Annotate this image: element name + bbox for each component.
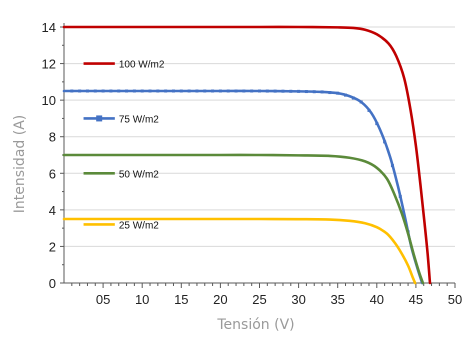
series-marker-75-w-m2 — [258, 89, 261, 93]
legend-label-100-w-m2: 100 W/m2 — [119, 60, 165, 71]
series-marker-75-w-m2 — [179, 89, 183, 93]
series-line-25-w-m2 — [62, 217, 417, 285]
legend-label-75-w-m2: 75 W/m2 — [119, 114, 159, 125]
series-marker-75-w-m2 — [226, 89, 230, 93]
y-tick-label: 4 — [49, 203, 56, 218]
series-marker-75-w-m2 — [336, 91, 340, 95]
y-tick-label: 8 — [49, 130, 56, 145]
series-marker-75-w-m2 — [375, 122, 379, 126]
series-marker-75-w-m2 — [304, 90, 308, 94]
series-marker-75-w-m2 — [398, 194, 402, 198]
series-marker-75-w-m2 — [132, 89, 136, 93]
series-line-75-w-m2 — [62, 89, 424, 285]
series-marker-75-w-m2 — [367, 108, 371, 112]
series-marker-75-w-m2 — [328, 91, 332, 95]
x-tick-label: 35 — [330, 292, 344, 307]
series-marker-75-w-m2 — [70, 89, 74, 93]
series-marker-75-w-m2 — [125, 89, 129, 93]
series-marker-75-w-m2 — [148, 89, 152, 93]
y-tick-label: 12 — [42, 57, 56, 72]
legend-label-25-w-m2: 25 W/m2 — [119, 220, 159, 231]
x-tick-label: 10 — [135, 292, 149, 307]
legend-marker-75-w-m2 — [96, 115, 103, 122]
series-marker-75-w-m2 — [234, 89, 238, 93]
series-lines — [62, 25, 432, 285]
series-marker-75-w-m2 — [351, 96, 355, 100]
y-axis-title: Intensidad (A) — [12, 115, 28, 213]
series-marker-75-w-m2 — [390, 164, 394, 168]
series-marker-75-w-m2 — [359, 100, 363, 104]
series-marker-75-w-m2 — [312, 90, 316, 94]
series-marker-75-w-m2 — [250, 89, 254, 93]
x-tick-label: 45 — [409, 292, 423, 307]
series-marker-75-w-m2 — [203, 89, 207, 93]
series-line-100-w-m2 — [62, 25, 432, 285]
x-tick-label: 25 — [252, 292, 266, 307]
series-marker-75-w-m2 — [320, 90, 324, 94]
series-marker-75-w-m2 — [242, 89, 246, 93]
series-marker-75-w-m2 — [85, 89, 89, 93]
series-line-50-w-m2 — [62, 153, 425, 285]
series-marker-75-w-m2 — [218, 89, 222, 93]
x-tick-label: 50 — [448, 292, 462, 307]
x-tick-label: 30 — [291, 292, 305, 307]
y-tick-label: 2 — [49, 239, 56, 254]
series-marker-75-w-m2 — [383, 140, 387, 144]
series-marker-75-w-m2 — [109, 89, 113, 93]
legend-label-50-w-m2: 50 W/m2 — [119, 169, 159, 180]
series-marker-75-w-m2 — [211, 89, 215, 93]
series-marker-75-w-m2 — [140, 89, 144, 93]
x-tick-label: 15 — [174, 292, 188, 307]
series-marker-75-w-m2 — [171, 89, 175, 93]
series-marker-75-w-m2 — [281, 89, 285, 93]
series-marker-75-w-m2 — [156, 89, 160, 93]
series-marker-75-w-m2 — [164, 89, 168, 93]
series-marker-75-w-m2 — [344, 93, 348, 97]
x-tick-label: 05 — [96, 292, 110, 307]
y-tick-label: 0 — [49, 276, 56, 291]
series-marker-75-w-m2 — [101, 89, 105, 93]
x-tick-label: 20 — [213, 292, 227, 307]
series-marker-75-w-m2 — [117, 89, 121, 93]
series-marker-75-w-m2 — [273, 89, 277, 93]
x-axis-title: Tensión (V) — [216, 317, 294, 333]
y-tick-label: 14 — [42, 20, 56, 35]
series-marker-75-w-m2 — [93, 89, 97, 93]
axes: 0 2 4 6 8 10 12 14 05 10 15 20 25 30 35 40 45 50 — [42, 20, 463, 307]
legend: 100 W/m2 75 W/m2 50 W/m2 25 W/m2 — [83, 60, 165, 231]
series-marker-75-w-m2 — [78, 89, 82, 93]
series-marker-75-w-m2 — [297, 89, 301, 93]
y-tick-label: 6 — [49, 166, 56, 181]
series-marker-75-w-m2 — [195, 89, 199, 93]
series-marker-75-w-m2 — [187, 89, 191, 93]
x-tick-label: 40 — [370, 292, 384, 307]
series-marker-75-w-m2 — [289, 89, 293, 93]
series-marker-75-w-m2 — [265, 89, 269, 93]
y-tick-label: 10 — [42, 93, 56, 108]
